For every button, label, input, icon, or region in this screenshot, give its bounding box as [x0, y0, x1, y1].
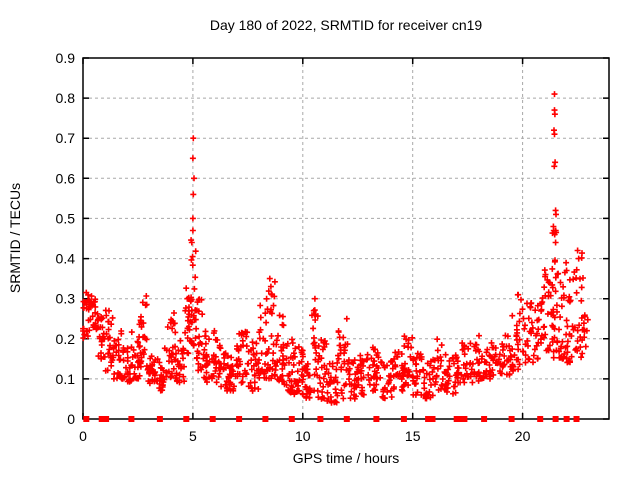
x-tick-label: 0: [79, 428, 87, 444]
zero-marker: [373, 416, 380, 422]
zero-marker: [183, 416, 190, 422]
zero-marker: [317, 416, 324, 422]
zero-marker: [458, 416, 465, 422]
x-tick-label: 5: [189, 428, 197, 444]
y-axis-label: SRMTID / TECUs: [7, 183, 23, 293]
zero-marker: [103, 416, 110, 422]
axis-ticks: [82, 57, 609, 420]
zero-marker: [400, 416, 407, 422]
zero-marker: [508, 416, 515, 422]
plot-area: 0 5 10 15 20 0 0.1 0.2 0.3 0.4 0.5 0.6 0.7 0.8 0.9: [56, 50, 610, 444]
y-tick-label: 0.4: [56, 251, 76, 267]
y-tick-label: 0.9: [56, 50, 76, 66]
zero-marker: [453, 416, 460, 422]
zero-marker: [425, 416, 432, 422]
grid-lines: [83, 58, 609, 419]
y-tick-label: 0.3: [56, 291, 76, 307]
zero-marker: [128, 416, 135, 422]
zero-marker: [552, 416, 559, 422]
zero-markers: [83, 416, 580, 422]
chart-title: Day 180 of 2022, SRMTID for receiver cn1…: [210, 17, 483, 33]
x-tick-label: 10: [295, 428, 311, 444]
y-tick-label: 0.1: [56, 371, 76, 387]
zero-marker: [563, 416, 570, 422]
zero-marker: [83, 416, 90, 422]
zero-marker: [573, 416, 580, 422]
plot-border: [82, 57, 610, 420]
zero-marker: [209, 416, 216, 422]
y-tick-label: 0.2: [56, 331, 76, 347]
zero-marker: [236, 416, 243, 422]
scatter-points: [80, 91, 591, 406]
x-tick-label: 15: [405, 428, 421, 444]
zero-marker: [156, 416, 163, 422]
x-axis-label: GPS time / hours: [293, 450, 400, 466]
zero-marker: [429, 416, 436, 422]
y-tick-label: 0.6: [56, 170, 76, 186]
zero-marker: [537, 416, 544, 422]
zero-marker: [262, 416, 269, 422]
zero-marker: [481, 416, 488, 422]
x-tick-label: 20: [515, 428, 531, 444]
y-tick-label: 0.5: [56, 210, 76, 226]
y-tick-label: 0.7: [56, 130, 76, 146]
zero-marker: [288, 416, 295, 422]
y-tick-label: 0.8: [56, 90, 76, 106]
y-tick-label: 0: [67, 411, 75, 427]
zero-marker: [343, 416, 350, 422]
zero-marker: [461, 416, 468, 422]
